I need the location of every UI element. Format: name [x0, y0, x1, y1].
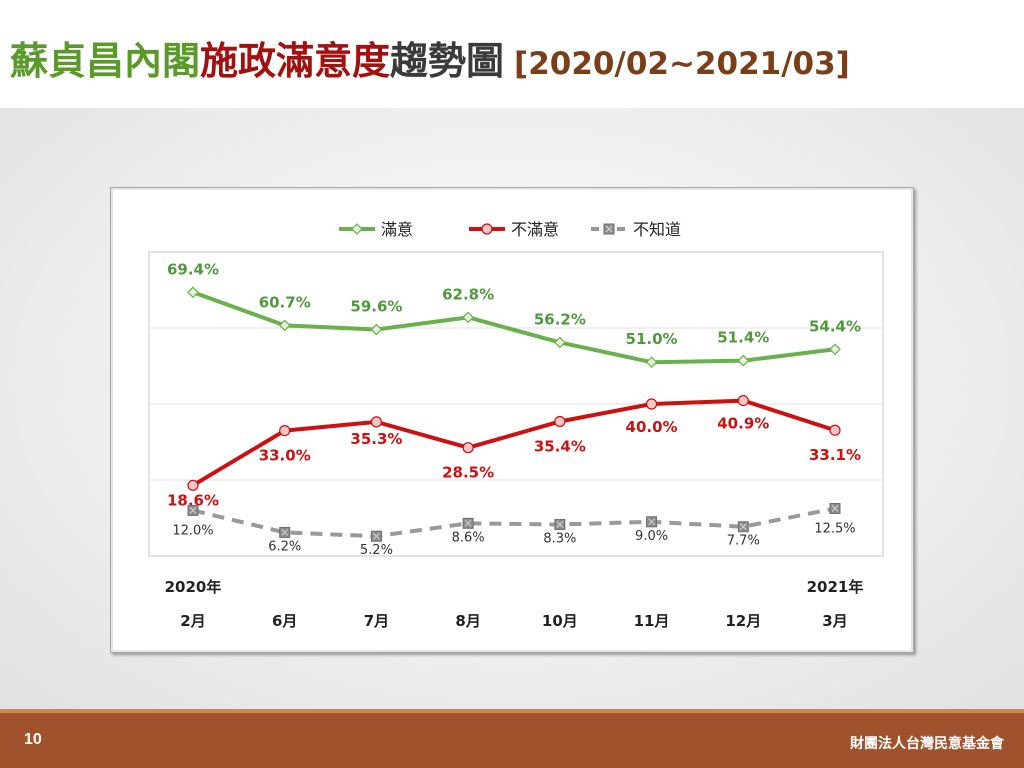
data-label-2-4: 8.3%: [543, 531, 576, 546]
title-date-range: [2020/02~2021/03]: [514, 46, 850, 82]
data-label-0-5: 51.0%: [626, 330, 678, 348]
title-cabinet: 蘇貞昌內閣: [10, 39, 201, 83]
data-label-1-2: 35.3%: [350, 430, 402, 448]
data-point-0-5: [645, 356, 658, 369]
x-year-label-end: 2021年: [807, 578, 864, 596]
data-point-2-0-x: [189, 507, 197, 514]
x-tick-label-4: 10月: [542, 612, 578, 630]
data-point-2-4-x: [556, 521, 564, 528]
footer-bar: 10 財團法人台灣民意基金會: [0, 709, 1024, 768]
data-point-0-1: [278, 319, 291, 332]
x-tick-label-3: 8月: [455, 612, 480, 630]
page-number: 10: [24, 731, 42, 748]
series-line-2: [192, 506, 836, 539]
data-label-0-0: 69.4%: [167, 260, 219, 278]
data-point-1-5: [645, 398, 658, 410]
x-tick-label-1: 6月: [272, 612, 297, 630]
data-point-2-5-x: [648, 518, 655, 526]
data-point-2-2-x: [373, 532, 380, 540]
series-line-0: [192, 290, 836, 365]
data-label-0-3: 62.8%: [442, 285, 494, 303]
data-label-2-1: 6.2%: [268, 539, 301, 554]
data-point-1-6: [737, 394, 749, 407]
legend-marker-1: [481, 223, 493, 235]
data-point-0-6: [737, 354, 750, 367]
data-point-0-0: [187, 286, 199, 299]
line-chart: 滿意 不滿意 不知道 69.4% 60.7% 59.6% 62.8% 56.2% 51.0% 51…: [148, 220, 884, 630]
data-point-0-7: [829, 343, 841, 356]
data-point-1-1: [279, 425, 291, 437]
data-label-1-4: 35.4%: [534, 437, 586, 455]
data-label-2-5: 9.0%: [635, 529, 668, 544]
data-label-2-0: 12.0%: [172, 523, 213, 538]
data-point-0-3: [462, 311, 474, 324]
data-point-1-2: [370, 416, 383, 428]
x-tick-label-5: 11月: [634, 612, 670, 630]
legend-marker-2-x: [605, 225, 613, 233]
x-tick-label-7: 3月: [822, 612, 847, 630]
data-label-2-2: 5.2%: [360, 543, 393, 558]
organization-name: 財團法人台灣民意基金會: [850, 736, 1004, 752]
data-label-1-7: 33.1%: [809, 446, 861, 464]
data-label-2-6: 7.7%: [727, 534, 760, 549]
data-label-0-1: 60.7%: [259, 293, 311, 311]
data-point-1-7: [829, 424, 841, 436]
data-point-1-3: [462, 442, 474, 454]
x-tick-label-6: 12月: [725, 612, 761, 630]
data-point-2-7-x: [831, 505, 839, 512]
data-label-1-1: 33.0%: [259, 447, 311, 465]
data-point-2-6-x: [739, 523, 747, 531]
data-label-0-2: 59.6%: [350, 298, 402, 316]
data-point-2-3-x: [464, 519, 472, 527]
data-point-1-4: [554, 415, 566, 428]
data-label-1-6: 40.9%: [717, 415, 769, 433]
data-label-0-4: 56.2%: [534, 310, 586, 328]
legend-marker-0: [351, 223, 363, 235]
data-point-1-0: [187, 479, 199, 491]
data-label-2-7: 12.5%: [814, 522, 855, 537]
x-tick-label-0: 2月: [180, 612, 205, 630]
title-satisfaction: 施政滿意度: [200, 39, 391, 83]
slide-title: 蘇貞昌內閣施政滿意度趨勢圖 [2020/02~2021/03]: [10, 26, 850, 96]
title-trend: 趨勢圖: [390, 39, 505, 83]
data-label-1-5: 40.0%: [626, 418, 678, 436]
legend-label-1: 不滿意: [511, 220, 559, 239]
data-label-1-3: 28.5%: [442, 464, 494, 482]
chart-frame: 滿意 不滿意 不知道 69.4% 60.7% 59.6% 62.8% 56.2% 51.0% 51…: [110, 187, 914, 653]
data-label-0-7: 54.4%: [809, 317, 861, 335]
legend-label-2: 不知道: [633, 220, 681, 239]
series-line-1: [191, 398, 836, 488]
data-point-2-1-x: [281, 529, 289, 536]
data-label-0-6: 51.4%: [717, 329, 769, 347]
legend-label-0: 滿意: [381, 220, 413, 239]
data-label-2-3: 8.6%: [452, 530, 485, 545]
x-tick-label-2: 7月: [364, 612, 389, 630]
data-point-0-2: [370, 323, 383, 336]
x-year-label-start: 2020年: [165, 578, 222, 596]
data-point-0-4: [554, 336, 566, 349]
data-label-1-0: 18.6%: [167, 491, 219, 509]
